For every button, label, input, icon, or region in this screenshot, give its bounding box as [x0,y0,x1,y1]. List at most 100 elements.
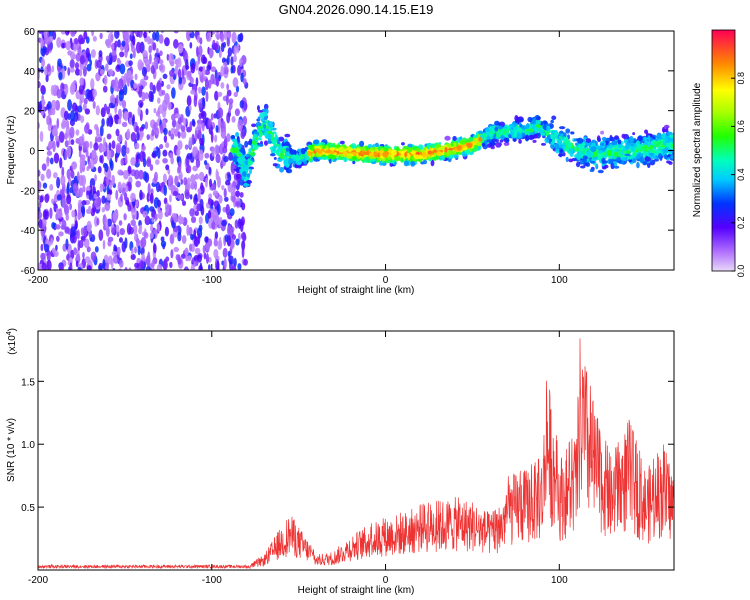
spectrogram-noise-cell [50,99,57,111]
spectrogram-ridge-cell [606,150,613,157]
spectrogram-noise-cell [153,171,158,182]
spectrogram-noise-cell [204,117,208,127]
spectrogram-ridge-cell [289,149,296,155]
spectrogram-ridge-cell [533,126,539,133]
spectrogram-ridge-cell [586,143,590,147]
spectrogram-noise-cell [135,153,139,164]
spectrogram-noise-cell [39,130,44,143]
spectrogram-noise-cell [235,201,241,207]
spectrogram-noise-cell [106,148,112,161]
spectrogram-noise-cell [204,236,209,243]
spectrogram-noise-cell [216,260,220,270]
spectrogram-ytick-label: -40 [21,226,36,237]
spectrogram-noise-cell [224,196,229,202]
spectrogram-ridge-cell [489,130,495,135]
spectrogram-ridge-cell [352,160,356,165]
spectrogram-noise-cell [56,176,61,189]
spectrogram-noise-cell [202,244,206,254]
spectrogram-noise-cell [241,246,245,259]
spectrogram-noise-cell [215,153,221,164]
spectrogram-ridge-cell [232,156,238,163]
spectrogram-noise-cell [76,171,80,182]
spectrogram-noise-cell [190,89,196,95]
spectrogram-ridge-cell [518,139,522,144]
spectrogram-noise-cell [41,217,47,228]
spectrogram-ridge-cell [514,120,519,124]
spectrogram-noise-cell [139,102,143,109]
spectrogram-noise-cell [82,90,87,96]
spectrogram-noise-cell [177,131,181,139]
spectrogram-ridge-cell [472,137,479,142]
spectrogram-noise-cell [108,115,114,128]
spectrogram-chart: -200 -100 0 100 60 40 20 0 -20 -40 -60 Height of s… [6,27,675,296]
spectrogram-noise-cell [65,213,70,221]
spectrogram-ridge-cell [436,150,442,157]
spectrogram-noise-cell [91,31,95,37]
spectrogram-noise-cell [176,57,182,68]
spectrogram-noise-cell [79,77,85,86]
spectrogram-noise-cell [117,181,122,193]
spectrogram-noise-cell [70,169,75,179]
spectrogram-noise-cell [56,118,60,129]
spectrogram-noise-cell [190,174,196,184]
spectrogram-noise-cell [233,55,237,63]
spectrogram-ridge-cell [670,154,674,159]
spectrogram-noise-cell [230,161,236,174]
spectrogram-noise-cell [186,95,192,107]
spectrogram-ytick-label: 40 [24,67,36,78]
spectrogram-noise-cell [171,119,177,128]
spectrogram-noise-cell [126,69,132,79]
spectrogram-noise-cell [114,31,120,39]
spectrogram-noise-cell [205,253,209,264]
spectrogram-noise-cell [166,84,171,90]
spectrogram-noise-cell [174,175,179,186]
spectrogram-ridge-cell [447,144,452,148]
spectrogram-noise-cell [153,122,158,131]
spectrogram-noise-cell [103,136,106,149]
spectrogram-noise-cell [84,256,91,264]
spectrogram-noise-cell [108,102,114,109]
spectrogram-ridge-cell [329,147,336,151]
spectrogram-noise-cell [139,126,144,132]
spectrogram-noise-cell [119,51,125,58]
spectrogram-noise-cell [73,247,78,255]
spectrogram-noise-cell [108,52,113,65]
spectrogram-noise-cell [168,204,172,216]
spectrogram-noise-cell [224,234,229,243]
spectrogram-noise-cell [177,116,182,125]
spectrogram-ridge-cell [672,139,674,145]
spectrogram-noise-cell [199,137,204,146]
spectrogram-noise-cell [88,161,92,170]
spectrogram-noise-cell [196,254,203,263]
spectrogram-noise-cell [85,149,89,158]
spectrogram-noise-cell [130,219,136,226]
spectrogram-noise-cell [177,194,184,201]
colorbar-tick-label: 0.8 [736,72,746,85]
spectrogram-noise-cell [128,111,133,119]
spectrogram-ridge-cell [469,136,474,143]
spectrogram-ridge-cell [279,166,284,173]
spectrogram-ridge-cell [339,140,345,145]
spectrogram-ridge-cell [235,131,240,138]
spectrogram-noise-cell [194,173,199,180]
spectrogram-noise-cell [99,125,104,137]
spectrogram-noise-cell [198,224,203,232]
spectrogram-noise-cell [153,243,157,254]
spectrogram-noise-cell [183,117,187,126]
spectrogram-ridge-cell [637,135,643,142]
snr-xtick-label: -200 [28,575,48,586]
spectrogram-ridge-cell [583,136,587,141]
spectrogram-noise-cell [220,42,225,53]
spectrogram-ridge-cell [508,123,514,127]
spectrogram-noise-cell [184,191,191,200]
spectrogram-noise-cell [121,40,126,47]
spectrogram-noise-cell [174,113,181,119]
spectrogram-noise-cell [193,229,197,240]
spectrogram-noise-cell [236,42,240,54]
spectrogram-ridge-cell [285,147,290,152]
spectrogram-noise-cell [226,93,229,106]
spectrogram-ridge-cell [407,148,413,153]
spectrogram-noise-cell [90,251,97,262]
spectrogram-noise-cell [134,246,137,254]
spectrogram-noise-cell [161,89,166,96]
